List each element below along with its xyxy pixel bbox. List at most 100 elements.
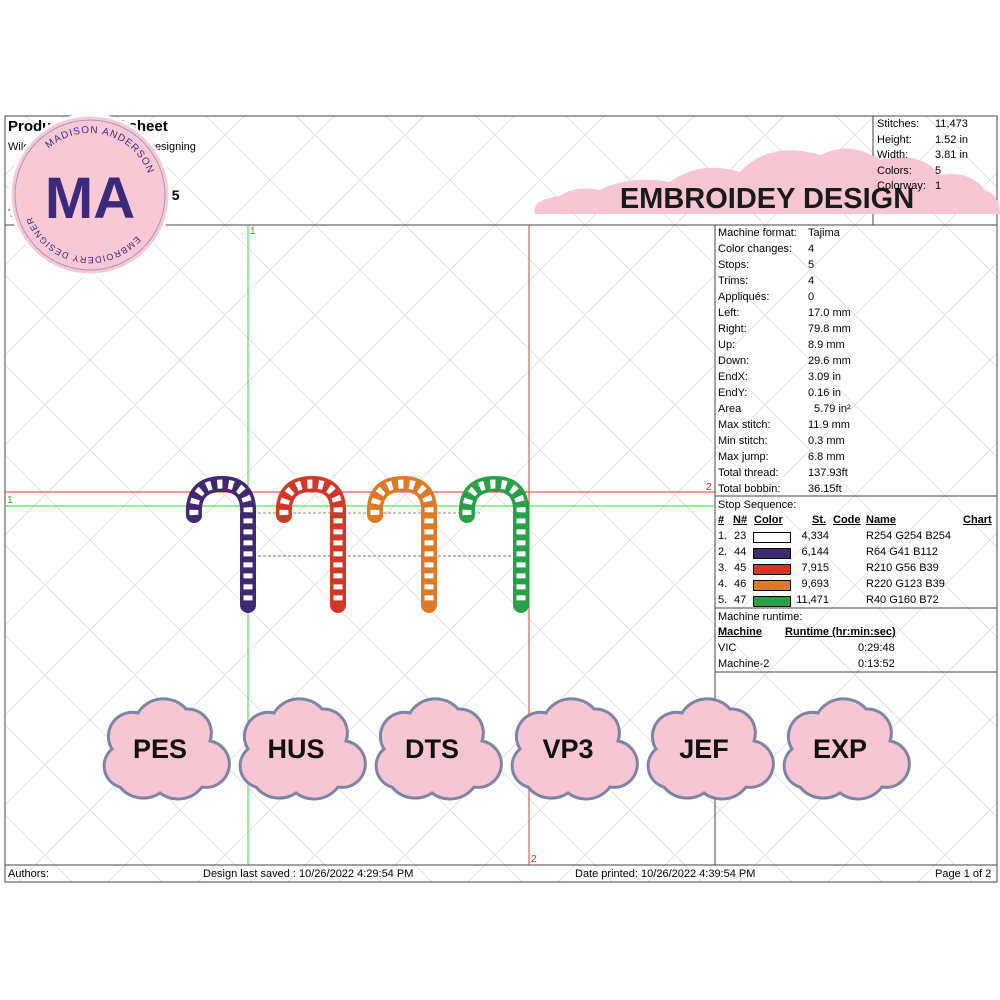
column-header: Runtime (hr:min:sec) — [785, 626, 896, 638]
footer-printed: Date printed: 10/26/2022 4:39:54 PM — [575, 868, 756, 880]
color-swatch — [753, 532, 791, 543]
detail-value: 0.3 mm — [808, 435, 845, 447]
machine: VIC — [718, 642, 737, 654]
column-header: Color — [754, 514, 783, 526]
footer-saved: Design last saved : 10/26/2022 4:29:54 P… — [203, 868, 414, 880]
color-name: R254 G254 B254 — [866, 530, 952, 542]
format-label: EXP — [813, 734, 867, 764]
stitch-count: 7,915 — [801, 562, 829, 574]
section-title: Machine runtime: — [718, 611, 803, 623]
format-cloud: EXP — [782, 697, 911, 801]
column-header: Machine — [718, 626, 763, 638]
row-index: 4. — [718, 578, 728, 590]
summary-value: 3.81 in — [935, 149, 969, 161]
row-index: 5. — [718, 594, 728, 606]
footer-page: Page 1 of 2 — [935, 868, 992, 880]
format-label: PES — [133, 734, 187, 764]
machine: Machine-2 — [718, 657, 770, 670]
detail-label: Area — [718, 403, 742, 415]
detail-value: 79.8 mm — [808, 323, 851, 335]
detail-label: Right: — [718, 323, 747, 335]
summary-value: 11,473 — [935, 118, 968, 130]
color-name: R210 G56 B39 — [866, 562, 939, 574]
detail-value: Tajima — [808, 227, 840, 239]
color-swatch — [753, 564, 791, 575]
column-header: Name — [866, 514, 896, 526]
detail-value: 11.9 mm — [808, 419, 850, 431]
header-text: Designing — [147, 141, 196, 153]
candy-cane — [275, 475, 347, 613]
format-label: JEF — [679, 734, 729, 764]
runtime: 0:29:48 — [858, 642, 895, 654]
column-header: N# — [733, 514, 748, 526]
detail-label: Appliqués: — [718, 291, 770, 303]
stitch-count: 11,471 — [796, 594, 829, 606]
needle: 23 — [734, 530, 747, 542]
detail-value: 5 — [808, 259, 815, 271]
footer-authors: Authors: — [8, 868, 49, 880]
detail-value: 5.79 in² — [814, 403, 851, 415]
detail-value: 4 — [808, 275, 815, 287]
format-cloud: PES — [102, 697, 231, 801]
format-clouds: PES HUS DTS VP3 JEF EXP — [102, 697, 911, 801]
detail-value: 29.6 mm — [808, 355, 851, 367]
banner: EMBROIDEY DESIGN — [534, 148, 1000, 215]
banner-title: EMBROIDEY DESIGN — [620, 183, 914, 215]
summary-label: Colors: — [877, 164, 912, 177]
format-cloud: DTS — [374, 697, 503, 801]
detail-value: 0.16 in — [808, 387, 842, 399]
summary-value: 1.52 in — [935, 133, 969, 146]
candy-canes — [185, 475, 530, 613]
row-index: 3. — [718, 562, 728, 574]
needle: 46 — [734, 578, 747, 590]
detail-value: 0 — [808, 291, 815, 303]
format-cloud: JEF — [646, 697, 775, 801]
format-label: DTS — [405, 734, 459, 764]
row-index: 2. — [718, 546, 728, 558]
format-label: VP3 — [542, 734, 593, 764]
needle: 47 — [734, 594, 747, 606]
guide-label: 2 — [531, 854, 537, 865]
detail-label: Machine format: — [718, 227, 797, 239]
detail-value: 17.0 mm — [808, 307, 851, 319]
color-swatch — [753, 548, 791, 559]
detail-label: EndX: — [718, 371, 748, 383]
candy-cane — [185, 475, 257, 613]
color-name: R220 G123 B39 — [866, 578, 945, 590]
detail-value: 6.8 mm — [808, 451, 845, 463]
detail-label: Max jump: — [718, 451, 769, 463]
detail-value: 8.9 mm — [808, 339, 845, 351]
needle: 44 — [734, 546, 747, 558]
column-header: Chart — [963, 514, 992, 526]
summary-label: Stitches: — [877, 118, 920, 130]
summary-value: 5 — [935, 164, 942, 177]
logo-initials: MA — [45, 166, 135, 231]
summary-value: 1 — [935, 180, 942, 192]
needle: 45 — [734, 562, 747, 574]
detail-value: 3.09 in — [808, 371, 842, 383]
column-header: Code — [833, 514, 861, 526]
guide-label: 1 — [7, 495, 13, 506]
cane-stripes — [189, 479, 253, 605]
detail-label: Max stitch: — [718, 419, 771, 431]
color-swatch — [753, 580, 791, 591]
stitch-count: 4,334 — [801, 530, 829, 542]
cane-stripes — [279, 479, 343, 605]
section-title: Stop Sequence: — [718, 499, 797, 511]
column-header: # — [718, 514, 725, 526]
row-index: 1. — [718, 530, 728, 542]
candy-cane — [458, 475, 530, 613]
logo: MADISON ANDERSON EMBROIDERY DESIGNER MA — [8, 113, 172, 277]
detail-label: EndY: — [718, 387, 748, 399]
detail-label: Total bobbin: — [718, 483, 781, 495]
detail-label: Stops: — [718, 259, 750, 271]
detail-label: Total thread: — [718, 467, 779, 479]
detail-label: Down: — [718, 355, 750, 367]
detail-label: Up: — [718, 339, 736, 351]
detail-label: Min stitch: — [718, 435, 768, 447]
detail-value: 137.93ft — [808, 467, 848, 479]
cane-stripes — [370, 479, 434, 605]
detail-label: Left: — [718, 307, 740, 319]
color-name: R40 G160 B72 — [866, 594, 939, 606]
